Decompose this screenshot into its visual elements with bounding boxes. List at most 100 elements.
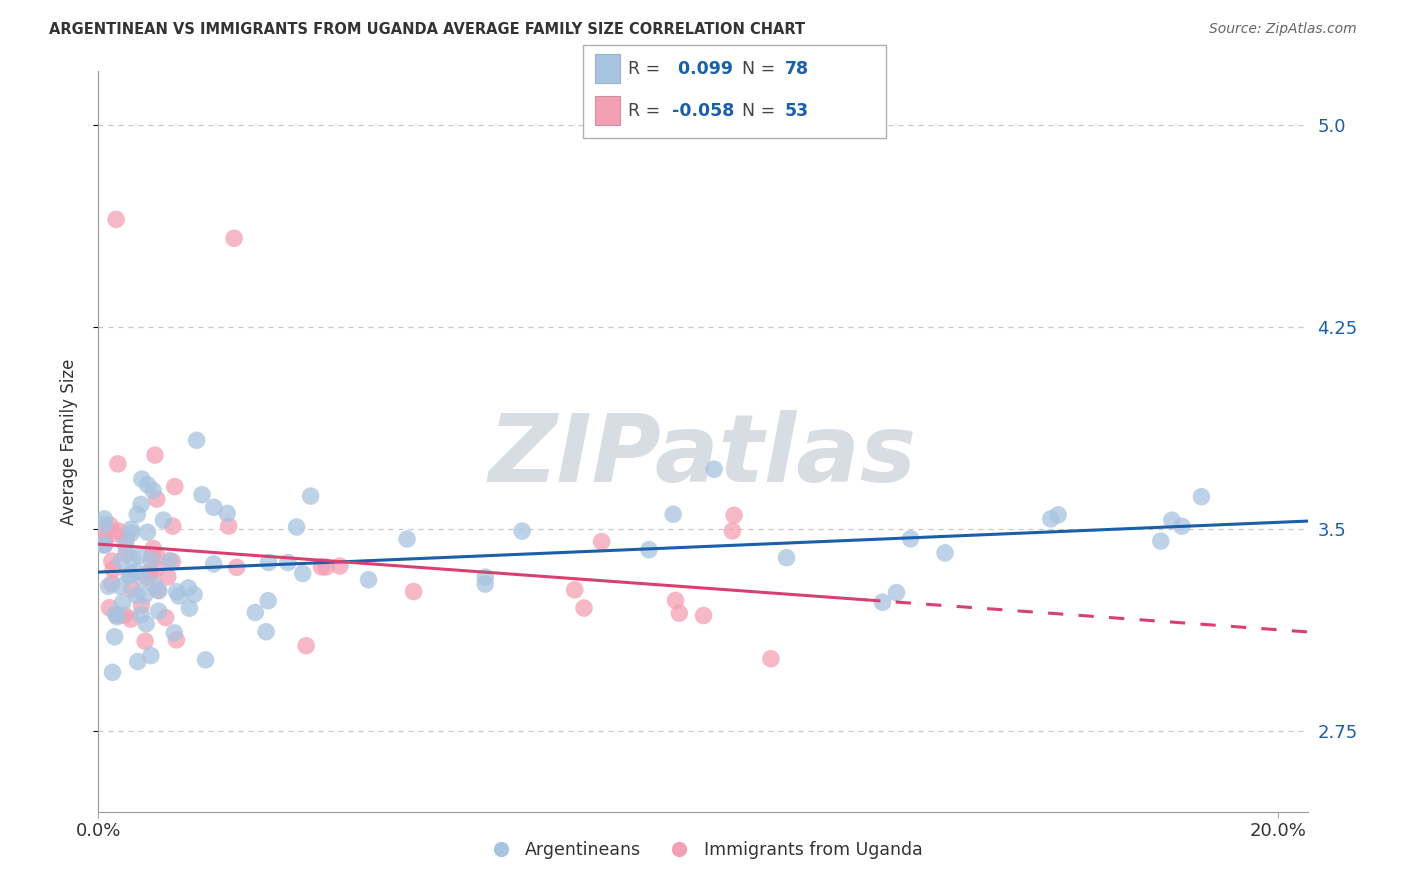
Point	[329, 559, 352, 574]
Point	[111, 596, 134, 610]
Point	[357, 573, 380, 587]
Point	[162, 519, 184, 533]
Point	[402, 584, 425, 599]
Point	[692, 608, 714, 623]
Point	[110, 554, 132, 568]
Point	[291, 566, 314, 581]
Point	[142, 483, 165, 498]
Text: ZIPatlas: ZIPatlas	[489, 410, 917, 502]
Point	[105, 608, 128, 623]
Text: N =: N =	[742, 60, 782, 78]
Point	[139, 648, 162, 663]
Point	[218, 519, 240, 533]
Point	[186, 434, 208, 448]
Point	[112, 608, 135, 623]
Text: N =: N =	[742, 102, 782, 120]
Point	[245, 606, 267, 620]
Point	[668, 606, 690, 620]
Point	[295, 639, 318, 653]
Point	[125, 565, 148, 579]
Point	[134, 589, 156, 603]
Point	[775, 550, 797, 565]
Point	[142, 541, 165, 556]
Point	[131, 599, 153, 613]
Point	[107, 524, 129, 538]
Point	[114, 538, 136, 552]
Point	[191, 488, 214, 502]
Point	[152, 513, 174, 527]
Point	[118, 569, 141, 583]
Point	[638, 542, 661, 557]
Point	[299, 489, 322, 503]
Point	[128, 549, 150, 563]
Point	[93, 512, 115, 526]
Point	[120, 522, 142, 536]
Point	[146, 549, 169, 564]
Point	[564, 582, 586, 597]
Point	[1171, 519, 1194, 533]
Point	[136, 478, 159, 492]
Point	[146, 582, 169, 597]
Point	[277, 556, 299, 570]
Point	[136, 525, 159, 540]
Point	[257, 556, 280, 570]
Point	[900, 532, 922, 546]
Point	[93, 538, 115, 552]
Point	[93, 517, 115, 532]
Point	[132, 572, 155, 586]
Point	[1150, 534, 1173, 549]
Point	[254, 624, 277, 639]
Point	[115, 533, 138, 547]
Point	[572, 601, 595, 615]
Point	[101, 665, 124, 680]
Point	[217, 507, 239, 521]
Point	[162, 555, 184, 569]
Point	[886, 585, 908, 599]
Point	[194, 653, 217, 667]
Point	[127, 655, 149, 669]
Point	[202, 557, 225, 571]
Point	[1047, 508, 1070, 522]
Point	[136, 570, 159, 584]
Point	[662, 508, 685, 522]
Point	[474, 570, 496, 584]
Point	[103, 562, 125, 576]
Point	[148, 583, 170, 598]
Point	[94, 522, 117, 536]
Text: 0.099: 0.099	[672, 60, 733, 78]
Point	[222, 231, 245, 245]
Point	[107, 457, 129, 471]
Point	[98, 518, 121, 533]
Point	[166, 584, 188, 599]
Point	[135, 616, 157, 631]
Point	[934, 546, 956, 560]
Point	[177, 581, 200, 595]
Point	[159, 553, 181, 567]
Point	[1189, 490, 1212, 504]
Point	[100, 576, 122, 591]
Text: -0.058: -0.058	[672, 102, 734, 120]
Point	[156, 570, 179, 584]
Point	[93, 538, 115, 552]
Point	[257, 593, 280, 607]
Y-axis label: Average Family Size: Average Family Size	[59, 359, 77, 524]
Point	[143, 448, 166, 462]
Point	[120, 526, 142, 541]
Point	[105, 212, 128, 227]
Point	[148, 604, 170, 618]
Point	[179, 601, 201, 615]
Point	[143, 578, 166, 592]
Point	[129, 607, 152, 622]
Point	[311, 560, 333, 574]
Point	[872, 595, 894, 609]
Point	[139, 564, 162, 578]
Point	[93, 536, 115, 550]
Point	[125, 588, 148, 602]
Point	[127, 508, 149, 522]
Point	[120, 567, 142, 582]
Text: R =: R =	[628, 102, 666, 120]
Point	[723, 508, 745, 523]
Point	[1039, 512, 1062, 526]
Point	[110, 579, 132, 593]
Point	[703, 462, 725, 476]
